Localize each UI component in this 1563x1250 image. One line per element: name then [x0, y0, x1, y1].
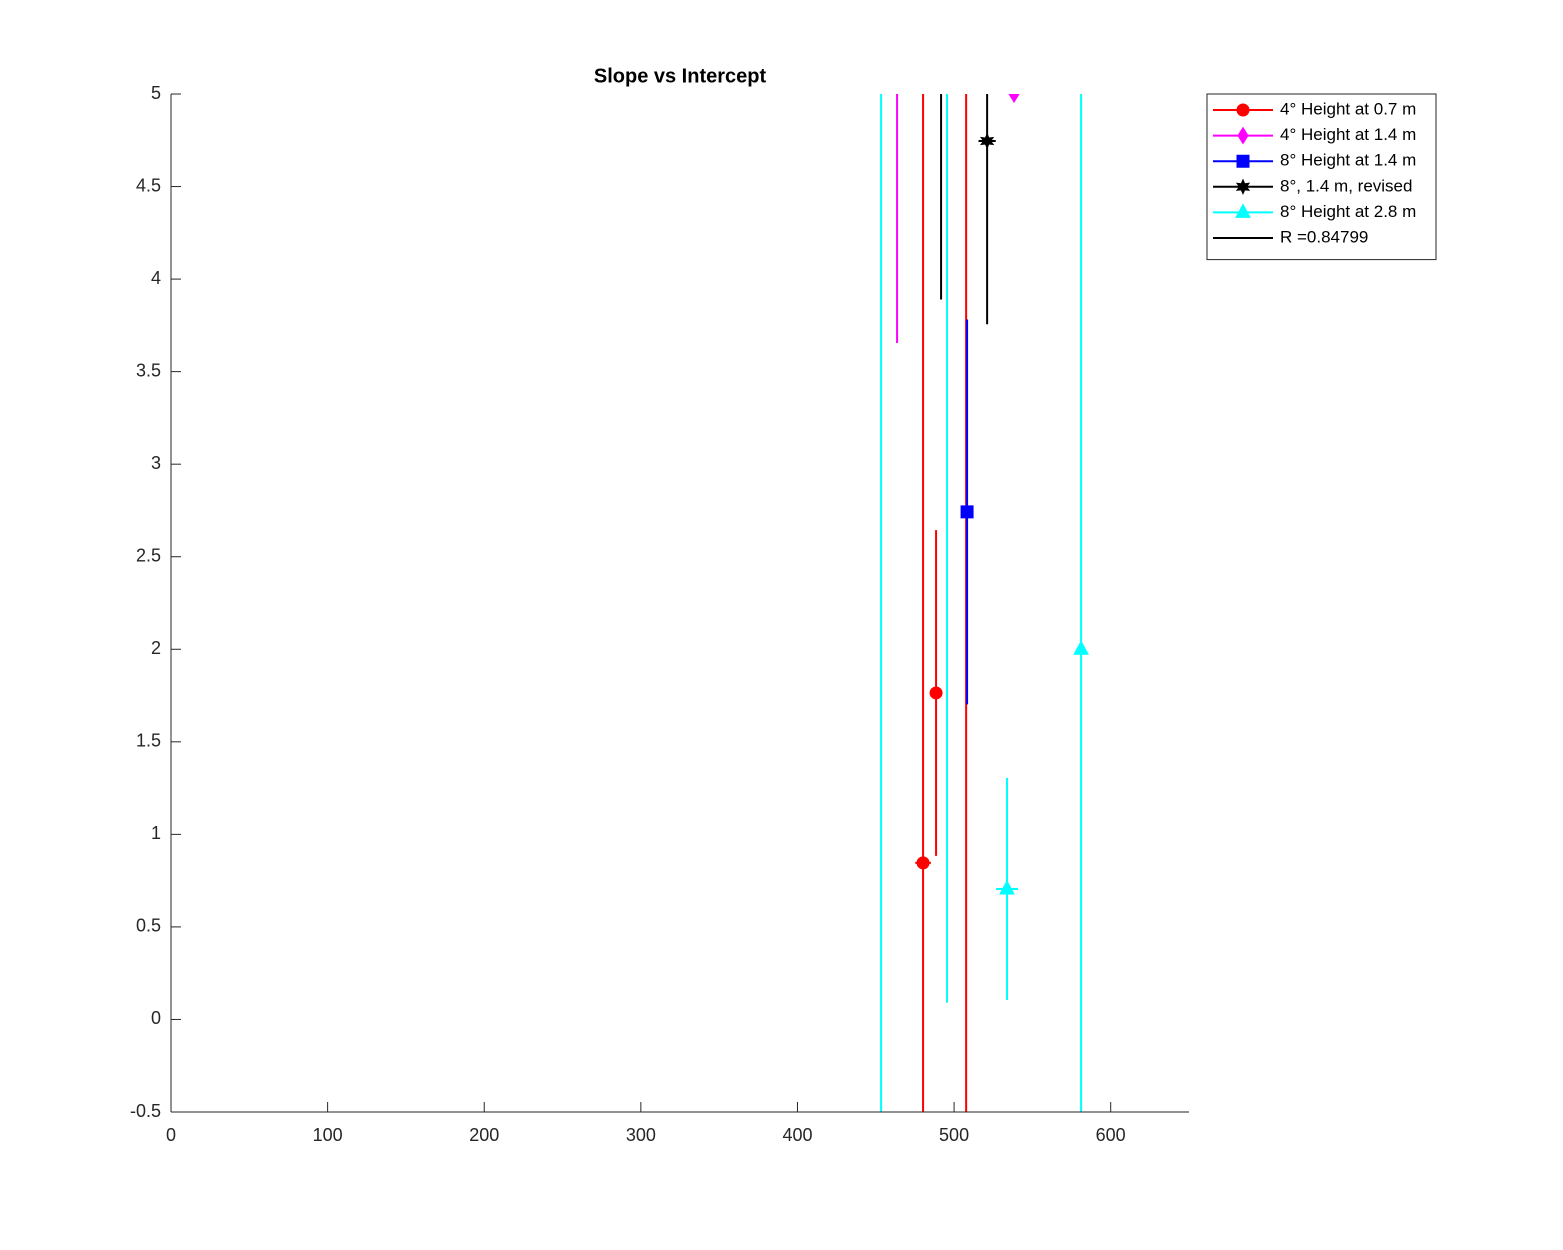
x-tick-label: 400 — [782, 1125, 812, 1145]
x-tick-label: 500 — [939, 1125, 969, 1145]
y-tick-label: 5 — [151, 83, 161, 103]
marker — [929, 686, 943, 700]
y-tick-label: -0.5 — [130, 1101, 161, 1121]
y-tick-label: 0.5 — [136, 916, 161, 936]
legend-label: 4° Height at 0.7 m — [1280, 99, 1416, 118]
marker — [1235, 203, 1251, 218]
marker — [1008, 94, 1020, 103]
marker — [1237, 126, 1249, 145]
legend-label: 8° Height at 1.4 m — [1280, 151, 1416, 170]
marker — [960, 505, 974, 519]
marker — [1236, 154, 1250, 168]
legend-label: 8° Height at 2.8 m — [1280, 202, 1416, 221]
x-tick-label: 300 — [626, 1125, 656, 1145]
marker — [1235, 178, 1251, 196]
legend-label: R =0.84799 — [1280, 227, 1368, 246]
y-tick-label: 3.5 — [136, 360, 161, 380]
marker — [1236, 103, 1250, 117]
x-tick-label: 200 — [469, 1125, 499, 1145]
x-tick-label: 100 — [313, 1125, 343, 1145]
y-tick-label: 4 — [151, 268, 161, 288]
y-tick-label: 4.5 — [136, 175, 161, 195]
y-tick-label: 2.5 — [136, 545, 161, 565]
marker — [1073, 640, 1089, 655]
legend-label: 8°, 1.4 m, revised — [1280, 176, 1412, 195]
marker — [916, 856, 930, 870]
legend: 4° Height at 0.7 m 4° Height at 1.4 m 8° H… — [1206, 93, 1437, 261]
marker — [999, 879, 1015, 895]
y-tick-label: 1.5 — [136, 731, 161, 751]
y-tick-label: 0 — [151, 1008, 161, 1028]
y-tick-label: 1 — [151, 823, 161, 843]
y-tick-label: 2 — [151, 638, 161, 658]
axes: 0 100 200 300 400 500 600-0.500.511.522.533.54… — [130, 83, 1189, 1145]
marker — [979, 132, 995, 150]
plot-area — [880, 94, 1089, 1112]
x-tick-label: 0 — [166, 1125, 176, 1145]
legend-box — [1206, 93, 1437, 261]
chart-title: Slope vs Intercept — [594, 65, 767, 87]
x-tick-label: 600 — [1096, 1125, 1126, 1145]
legend-label: 4° Height at 1.4 m — [1280, 125, 1416, 144]
y-tick-label: 3 — [151, 453, 161, 473]
